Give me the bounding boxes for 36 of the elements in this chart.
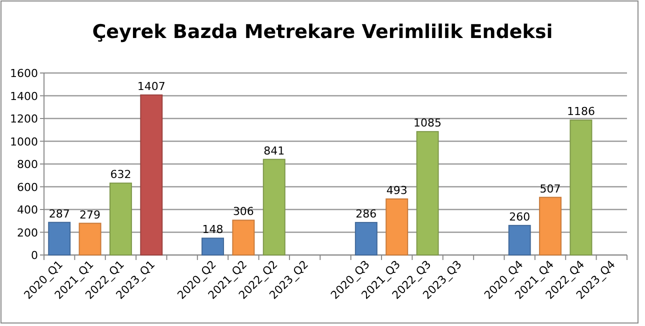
bar [232,220,255,256]
bar [508,224,531,256]
data-label: 287 [48,207,70,220]
bar [416,131,439,256]
data-label: 1186 [566,105,595,118]
data-label: 493 [386,184,408,197]
bar [109,182,132,256]
bar [262,158,286,256]
bar [570,120,592,256]
bar [140,94,163,256]
y-tick-label: 0 [31,249,38,262]
data-label: 306 [232,205,254,218]
y-tick-label: 800 [17,158,38,171]
data-label: 260 [509,210,530,224]
y-tick-label: 600 [17,180,38,194]
data-label: 632 [110,168,132,182]
bar [539,196,562,256]
bar [354,222,378,256]
y-tick-label: 1600 [10,67,38,80]
y-tick-label: 200 [17,226,38,240]
data-label: 286 [356,207,377,220]
bar [48,222,71,256]
y-tick-label: 1000 [10,135,38,148]
data-label: 507 [540,182,561,196]
bar [78,222,102,256]
data-label: 1085 [414,116,442,130]
y-tick-label: 1400 [10,90,38,103]
data-label: 148 [202,223,224,236]
chart-title: Çeyrek Bazda Metrekare Verimlilik Endeksi [92,21,553,43]
data-label: 841 [264,144,285,158]
bar [386,198,408,256]
data-label: 279 [80,208,101,222]
data-label: 1407 [137,80,166,93]
bar [202,238,224,256]
y-tick-label: 1200 [10,112,38,126]
y-tick-label: 400 [17,204,38,216]
